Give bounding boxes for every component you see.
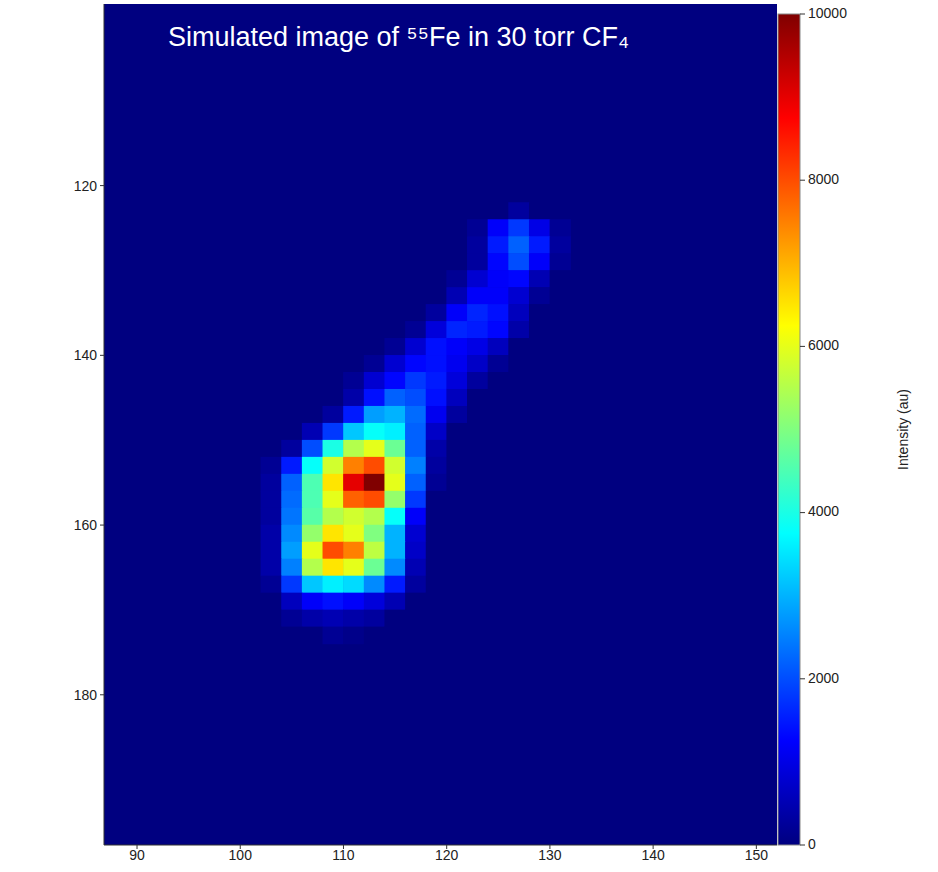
svg-text:140: 140 (641, 847, 665, 863)
svg-text:140: 140 (74, 347, 98, 363)
svg-text:160: 160 (74, 517, 98, 533)
html-text:Simulated image of ⁵⁵Fe in 30: Simulated image of ⁵⁵Fe in 30 torr CF₄ (168, 22, 630, 52)
svg-text:100: 100 (229, 847, 253, 863)
svg-text:150: 150 (745, 847, 769, 863)
svg-text:10000: 10000 (808, 5, 847, 21)
svg-text:0: 0 (808, 836, 816, 852)
svg-text:120: 120 (435, 847, 459, 863)
svg-text:8000: 8000 (808, 171, 839, 187)
svg-text:120: 120 (74, 178, 98, 194)
svg-text:2000: 2000 (808, 670, 839, 686)
svg-text:90: 90 (129, 847, 145, 863)
svg-text:130: 130 (538, 847, 562, 863)
svg-text:180: 180 (74, 687, 98, 703)
svg-text:6000: 6000 (808, 337, 839, 353)
svg-text:110: 110 (332, 847, 355, 863)
svg-text:Intensity (au): Intensity (au) (895, 389, 911, 470)
svg-text:4000: 4000 (808, 503, 839, 519)
